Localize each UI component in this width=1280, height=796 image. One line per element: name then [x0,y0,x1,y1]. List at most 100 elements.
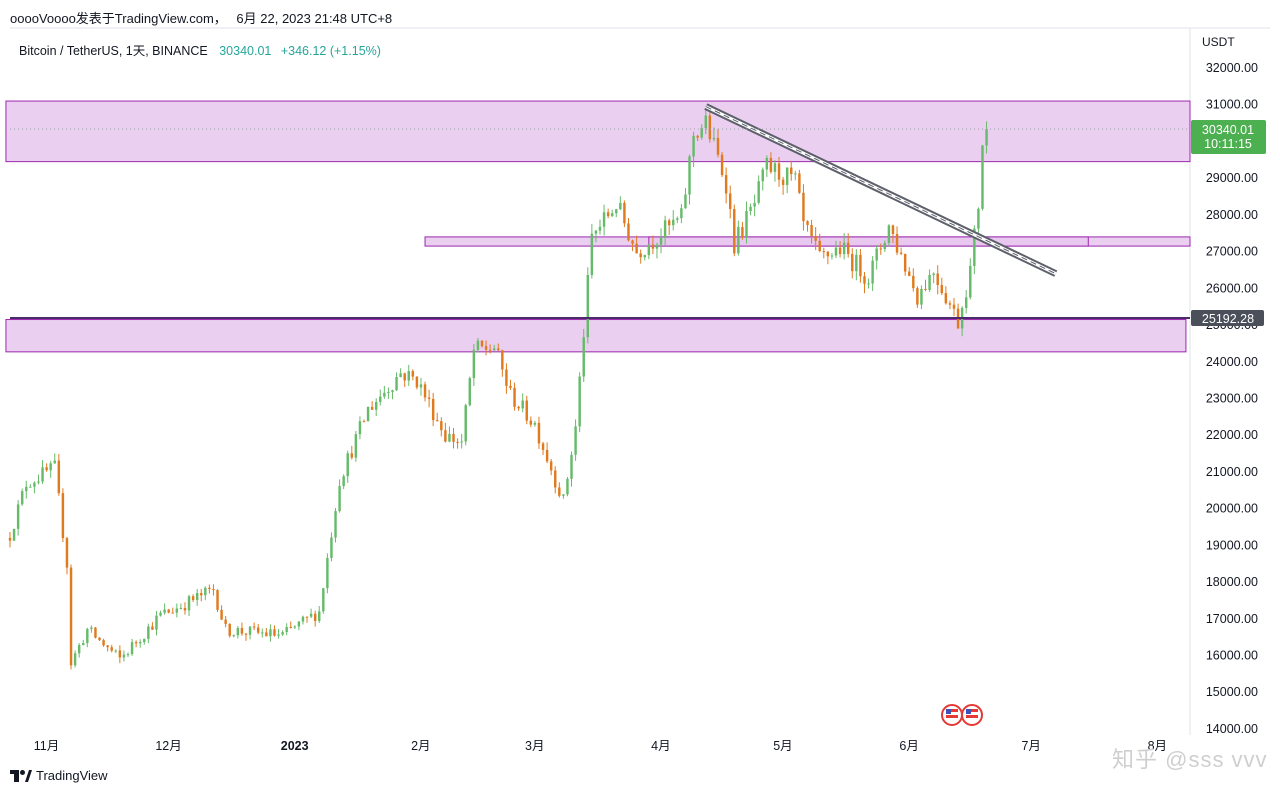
candle-body [643,255,646,258]
candle [41,460,44,484]
candle-body [151,626,154,630]
candle-body [806,221,809,226]
candle [936,265,939,295]
candle [952,297,956,317]
candle [90,625,93,633]
candle [846,233,850,258]
candle-body [928,274,931,290]
candle [672,210,675,231]
candle-body [106,645,109,648]
candle-body [256,627,260,633]
candle-body [769,157,773,172]
time-tick-label: 8月 [1148,739,1167,753]
candle-body [252,626,256,628]
candle-body [676,218,679,220]
candle [814,227,817,251]
candle-body [362,421,366,423]
candle-body [733,209,736,254]
candle-body [838,247,842,255]
price-tick-label: 31000.00 [1206,98,1258,112]
candle [566,476,569,497]
candle-body [240,627,244,634]
candle-body [330,537,333,558]
candle [29,484,32,488]
candle-body [708,115,712,140]
candle [501,349,504,377]
candle-body [891,225,895,234]
candle-body [130,642,134,655]
candle [134,640,138,648]
tradingview-icon [10,769,32,782]
candle-body [879,248,882,250]
candle [440,417,443,437]
candle [383,385,386,399]
candle [159,610,162,617]
candle-body [899,252,903,254]
tradingview-logo[interactable]: TradingView [10,768,108,783]
candle [647,244,651,260]
flag-stripe [946,709,958,712]
symbol-label[interactable]: Bitcoin / TetherUS, 1天, BINANCE [19,44,208,58]
candle [822,247,826,259]
candle [891,224,895,244]
overlays [10,103,1190,726]
candle-body [122,654,126,658]
candle [183,602,187,615]
candle [212,584,215,596]
candle [834,240,838,259]
candle [680,204,683,224]
candle-body [716,137,720,155]
candle [574,419,577,461]
candle-body [8,537,12,541]
candle-body [610,213,614,217]
candle-body [191,596,195,601]
candle [256,624,260,635]
candle [932,272,935,284]
candle-body [440,421,443,431]
candle [761,167,764,191]
candle [940,277,944,296]
candle [745,201,748,244]
time-tick-label: 4月 [651,739,670,753]
price-tick-label: 20000.00 [1206,502,1258,516]
candle-body [875,248,878,261]
candle-body [680,208,683,219]
candle [94,626,97,639]
candle-body [322,588,325,612]
candle-body [639,253,642,258]
candle [362,419,366,423]
candle-body [492,348,496,351]
candle-body [102,640,105,646]
candle-body [374,401,378,410]
price-tick-label: 18000.00 [1206,575,1258,589]
candle-body [765,157,769,170]
candle-body [855,254,858,272]
candle [138,639,142,648]
time-axis: 11月 12月 2023 2月 3月 4月 5月 6月 7月 8月 [34,739,1167,753]
candle-body [391,390,394,392]
candle-body [114,650,118,652]
candle-body [757,181,760,203]
candle [305,616,309,623]
candle [895,226,899,256]
candle-body [790,167,793,175]
candle [45,463,48,472]
candle-body [212,588,215,591]
candle-body [399,373,402,378]
candle-body [472,349,476,379]
candle-body [195,593,199,601]
candle [191,594,195,602]
zones [5,100,1191,353]
author-name[interactable]: ooooVoooo [10,11,76,26]
candle [826,250,830,265]
candle-body [570,454,573,479]
candle-body [590,233,594,275]
candle [720,151,724,178]
candle-body [985,128,988,146]
time-tick-label: 11月 [34,739,59,753]
candle [285,623,288,636]
price-tick-label: 22000.00 [1206,428,1258,442]
candle-body [981,145,984,209]
candle [602,204,606,236]
